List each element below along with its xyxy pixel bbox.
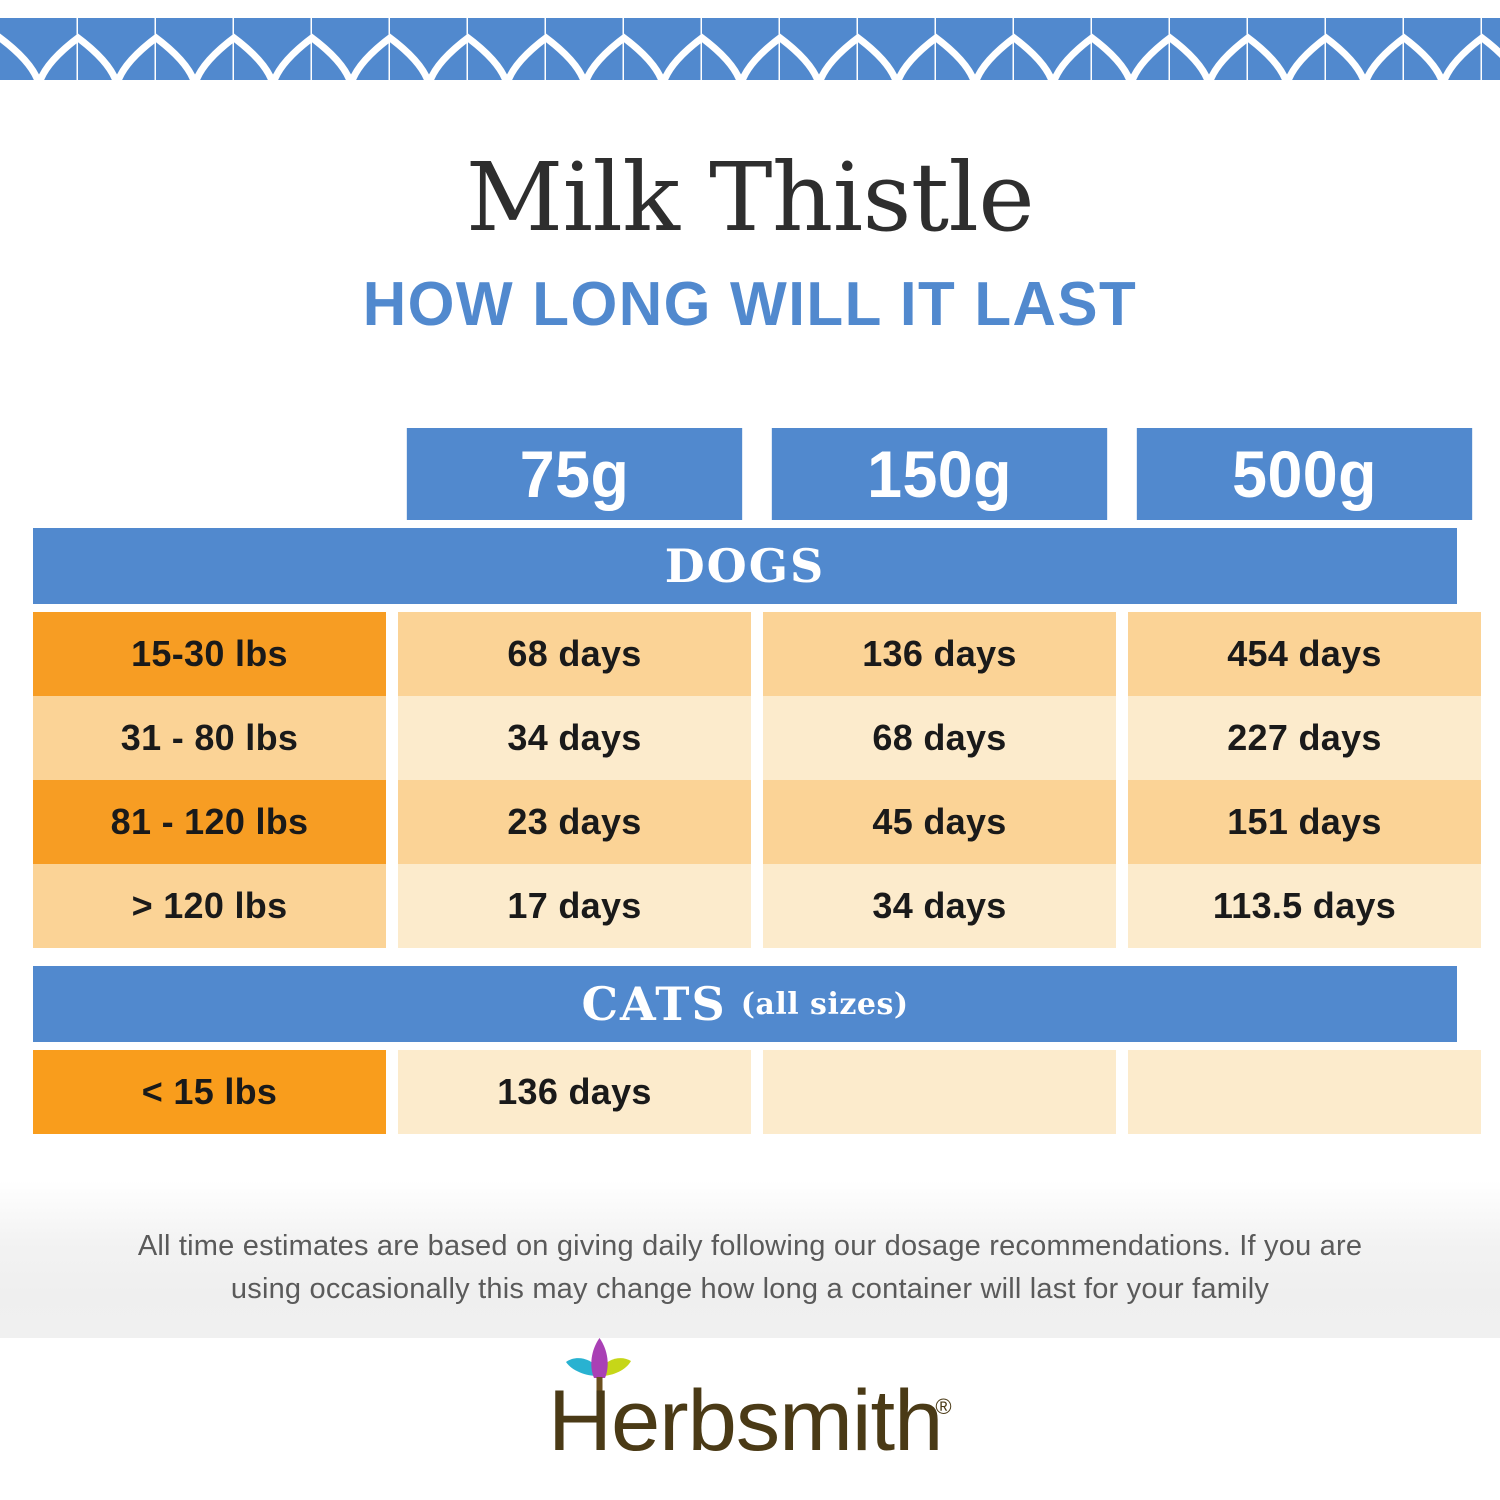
section-banner-cats: CATS (all sizes) [33,966,1457,1042]
table-row: 15-30 lbs 68 days 136 days 454 days [33,612,1481,696]
cell-cats-500g [1128,1050,1481,1134]
page-subtitle: HOW LONG WILL IT LAST [362,270,1138,339]
table-row: > 120 lbs 17 days 34 days 113.5 days [33,864,1481,948]
footnote-text: All time estimates are based on giving d… [137,1230,1363,1305]
table-row: < 15 lbs 136 days [33,1050,1481,1134]
registered-trademark-icon: ® [935,1394,952,1419]
row-label-15-30-lbs: 15-30 lbs [33,612,386,696]
dosage-duration-table: 75g 150g 500g DOGS 15-30 lbs 68 days 136… [33,428,1481,1134]
table-row: 81 - 120 lbs 23 days 45 days 151 days [33,780,1481,864]
row-label-over-120-lbs: > 120 lbs [33,864,386,948]
column-header-500g: 500g [1136,428,1473,520]
row-label-31-80-lbs: 31 - 80 lbs [33,696,386,780]
footnote-background [0,1181,1500,1338]
brand-logo: Herbsmith ® [0,1338,1500,1469]
cell-81-120-75g: 23 days [398,780,751,864]
cell-15-30-75g: 68 days [398,612,751,696]
cell-31-80-75g: 34 days [398,696,751,780]
cell-31-80-150g: 68 days [763,696,1116,780]
page-title: Milk Thistle [465,143,1035,253]
cell-over120-500g: 113.5 days [1128,864,1481,948]
table-header-row: 75g 150g 500g [33,428,1473,520]
header-corner-spacer [33,428,386,520]
petal-arc-pattern-icon [0,18,1500,80]
cell-31-80-500g: 227 days [1128,696,1481,780]
table-row: 31 - 80 lbs 34 days 68 days 227 days [33,696,1481,780]
cell-cats-150g [763,1050,1116,1134]
cell-15-30-500g: 454 days [1128,612,1481,696]
cell-cats-75g: 136 days [398,1050,751,1134]
row-label-81-120-lbs: 81 - 120 lbs [33,780,386,864]
cell-over120-75g: 17 days [398,864,751,948]
column-header-150g: 150g [771,428,1108,520]
brand-wordmark: Herbsmith [548,1373,943,1469]
section-banner-cats-note: (all sizes) [740,986,909,1022]
section-banner-dogs: DOGS [33,528,1457,604]
section-banner-dogs-label: DOGS [664,539,826,593]
three-petal-leaf-icon [560,1336,640,1392]
cell-81-120-500g: 151 days [1128,780,1481,864]
row-label-under-15-lbs: < 15 lbs [33,1050,386,1134]
cell-81-120-150g: 45 days [763,780,1116,864]
column-header-75g: 75g [406,428,743,520]
cell-15-30-150g: 136 days [763,612,1116,696]
section-banner-cats-label: CATS [581,977,727,1031]
cell-over120-150g: 34 days [763,864,1116,948]
